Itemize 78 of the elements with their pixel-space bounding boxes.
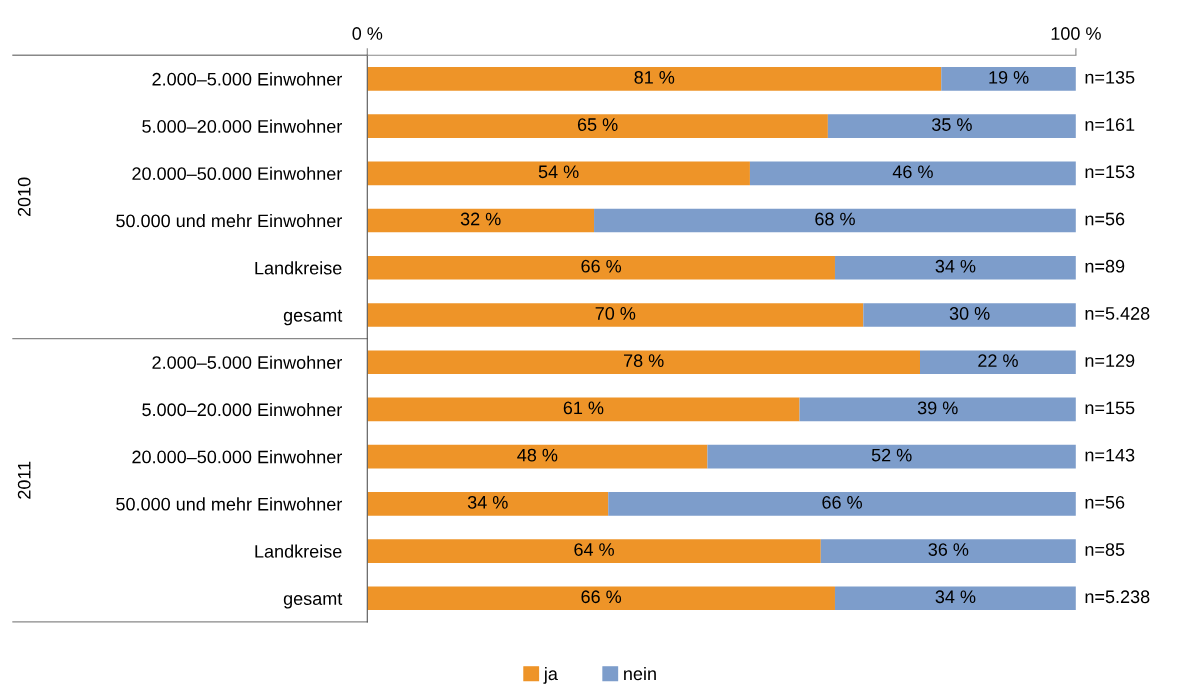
bar: [594, 208, 1076, 233]
legend-label: ja: [543, 666, 558, 684]
bar: [749, 161, 1076, 186]
data-label: 66 %: [581, 259, 622, 273]
data-label: 34 %: [467, 495, 508, 509]
bar: [834, 586, 1076, 611]
bar: [941, 67, 1076, 91]
data-label: 35 %: [932, 118, 972, 131]
data-label: 19 %: [989, 70, 1029, 84]
bar: [834, 255, 1076, 280]
data-label: 22 %: [978, 354, 1018, 367]
data-label: 46 %: [892, 165, 933, 179]
text: n=56: [1085, 212, 1125, 226]
x-tick-label: 0 %: [352, 27, 383, 40]
bar: [608, 492, 1076, 516]
data-label: 65 %: [577, 118, 618, 131]
text: 2011: [17, 461, 31, 499]
text: n=129: [1085, 354, 1135, 368]
bar: [799, 397, 1076, 422]
data-label: 52 %: [871, 448, 912, 462]
data-label: 36 %: [928, 543, 969, 556]
text: n=155: [1085, 401, 1135, 415]
data-label: 70 %: [595, 307, 636, 320]
bar: [367, 586, 835, 611]
bar: [367, 67, 942, 91]
legend-label: nein: [624, 666, 656, 681]
data-label: 68 %: [815, 212, 855, 226]
text: 2010: [17, 177, 31, 217]
data-label: 54 %: [538, 165, 579, 179]
data-label: 34 %: [935, 590, 976, 604]
bar: [863, 303, 1076, 327]
y-tick-label: gesamt: [283, 309, 343, 326]
bar: [367, 444, 708, 469]
y-tick-label: 50.000 und mehr Einwohner: [116, 214, 343, 228]
data-label: 81 %: [634, 70, 675, 84]
y-tick-label: 2.000–5.000 Einwohner: [152, 72, 343, 86]
text: n=161: [1085, 118, 1135, 131]
bar: [367, 161, 750, 186]
data-label: 66 %: [581, 590, 622, 604]
text: n=153: [1085, 165, 1135, 179]
y-tick-label: 2.000–5.000 Einwohner: [152, 355, 343, 369]
data-label: 32 %: [460, 212, 501, 226]
bar: [367, 397, 800, 422]
data-label: 48 %: [517, 448, 558, 462]
data-label: 34 %: [935, 259, 976, 273]
bar: [367, 350, 920, 374]
text: n=85: [1085, 543, 1125, 556]
bar: [367, 303, 864, 327]
y-tick-label: Landkreise: [255, 544, 342, 558]
data-label: 39 %: [917, 401, 958, 415]
data-label: 61 %: [563, 401, 604, 415]
text: n=56: [1085, 495, 1125, 509]
bar: [827, 114, 1076, 138]
text: n=135: [1085, 70, 1135, 84]
bar: [920, 350, 1076, 374]
data-label: 30 %: [949, 307, 990, 320]
text: n=5.428: [1085, 307, 1150, 320]
y-tick-label: 20.000–50.000 Einwohner: [132, 166, 343, 181]
bar: [367, 114, 828, 138]
y-tick-label: 50.000 und mehr Einwohner: [116, 497, 343, 511]
bar: [367, 208, 595, 233]
text: n=5.238: [1085, 590, 1150, 604]
text: n=143: [1085, 448, 1135, 462]
y-tick-label: gesamt: [283, 593, 343, 609]
data-label: 78 %: [623, 354, 664, 368]
bar: [367, 255, 835, 280]
x-tick-label: 100 %: [1051, 27, 1101, 40]
data-label: 64 %: [574, 543, 614, 556]
bar: [367, 539, 821, 563]
text: n=89: [1085, 259, 1125, 273]
data-label: 66 %: [822, 495, 862, 509]
y-tick-label: 5.000–20.000 Einwohner: [142, 402, 343, 417]
bar: [367, 492, 609, 516]
y-tick-label: 5.000–20.000 Einwohner: [142, 119, 343, 133]
bar: [707, 444, 1076, 469]
y-tick-label: Landkreise: [255, 261, 342, 275]
bar: [820, 539, 1076, 563]
y-tick-label: 20.000–50.000 Einwohner: [132, 450, 343, 464]
